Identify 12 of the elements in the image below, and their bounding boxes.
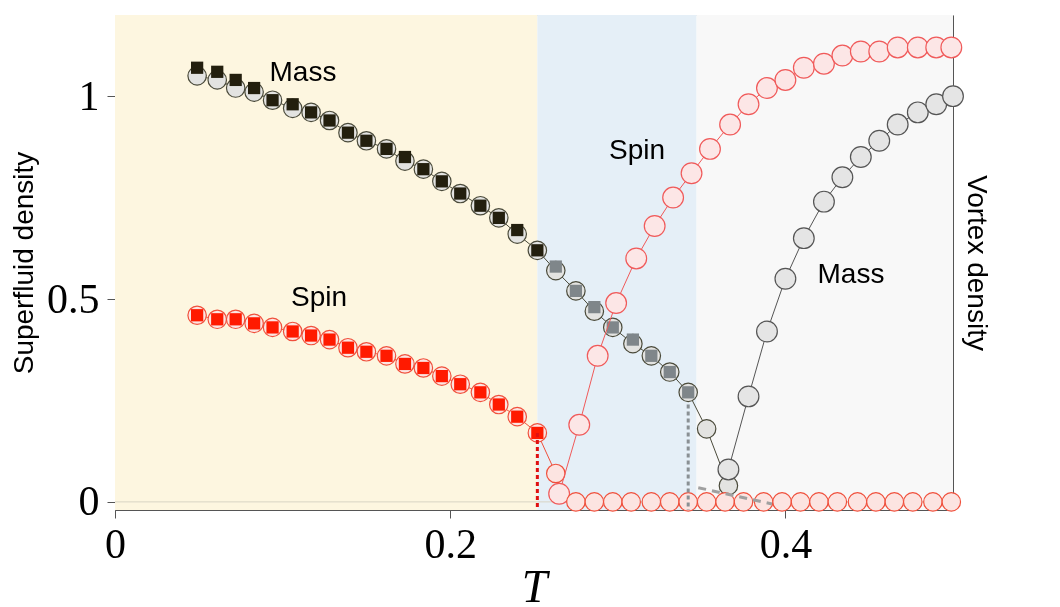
annotation: Spin — [608, 134, 666, 165]
annotation: Spin — [290, 281, 348, 312]
y-tick-label: 0 — [78, 478, 100, 525]
annotation: Mass — [269, 56, 337, 87]
y-axis-title: Superfluid density — [8, 151, 39, 375]
y-tick-label: 0.5 — [47, 275, 100, 322]
y2-axis-title: Vortex density — [961, 175, 993, 351]
x-tick-label: 0.2 — [424, 520, 477, 567]
y-tick-label: 1 — [78, 72, 100, 119]
annotation: Mass — [817, 258, 885, 289]
x-axis-title: T — [521, 560, 551, 607]
x-tick-label: 0.4 — [759, 520, 813, 567]
